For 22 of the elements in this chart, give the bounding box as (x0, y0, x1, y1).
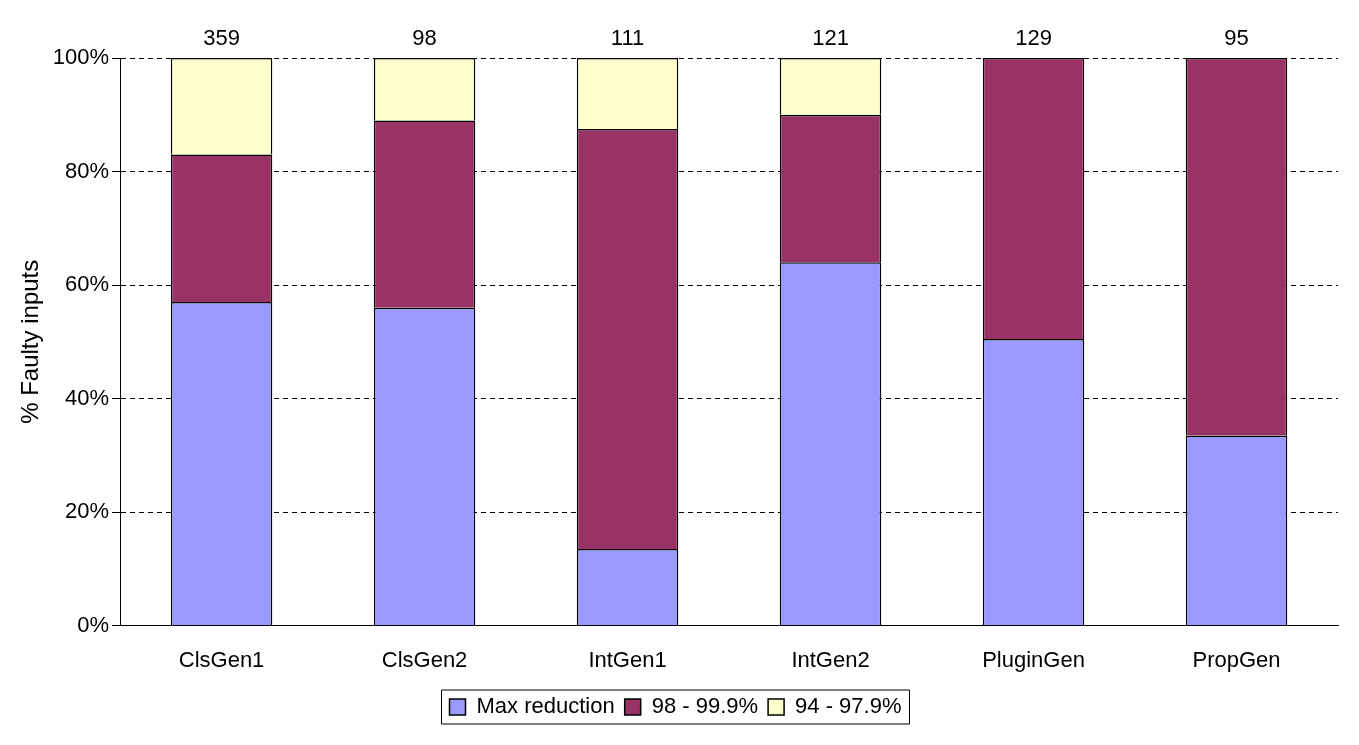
text: 98 (412, 25, 437, 51)
text: 95 (1224, 25, 1249, 51)
text: 111 (610, 25, 645, 51)
x-tick-label: ClsGen2 (381, 646, 468, 672)
y-tick-label: 20% (65, 498, 110, 524)
x-tick-label: IntGen1 (588, 646, 667, 672)
text: 121 (812, 25, 849, 51)
x-tick-label: IntGen2 (791, 646, 870, 672)
y-tick-label: 80% (65, 157, 110, 183)
y-tick-label: 0% (77, 611, 110, 637)
y-tick-label: 40% (65, 384, 110, 410)
y-tick-label: 100% (52, 44, 110, 70)
y-tick-label: 60% (65, 271, 110, 297)
x-tick-label: ClsGen1 (178, 646, 265, 672)
x-tick-label: PluginGen (982, 646, 1085, 672)
text: 129 (1015, 25, 1052, 51)
text: 359 (203, 25, 240, 51)
legend-label: 98 - 99.9% (651, 693, 759, 719)
x-tick-label: PropGen (1192, 646, 1281, 672)
y-axis-title: % Faulty inputs (16, 259, 44, 424)
legend-label: 94 - 97.9% (795, 693, 902, 719)
legend-label: Max reduction (476, 693, 615, 719)
